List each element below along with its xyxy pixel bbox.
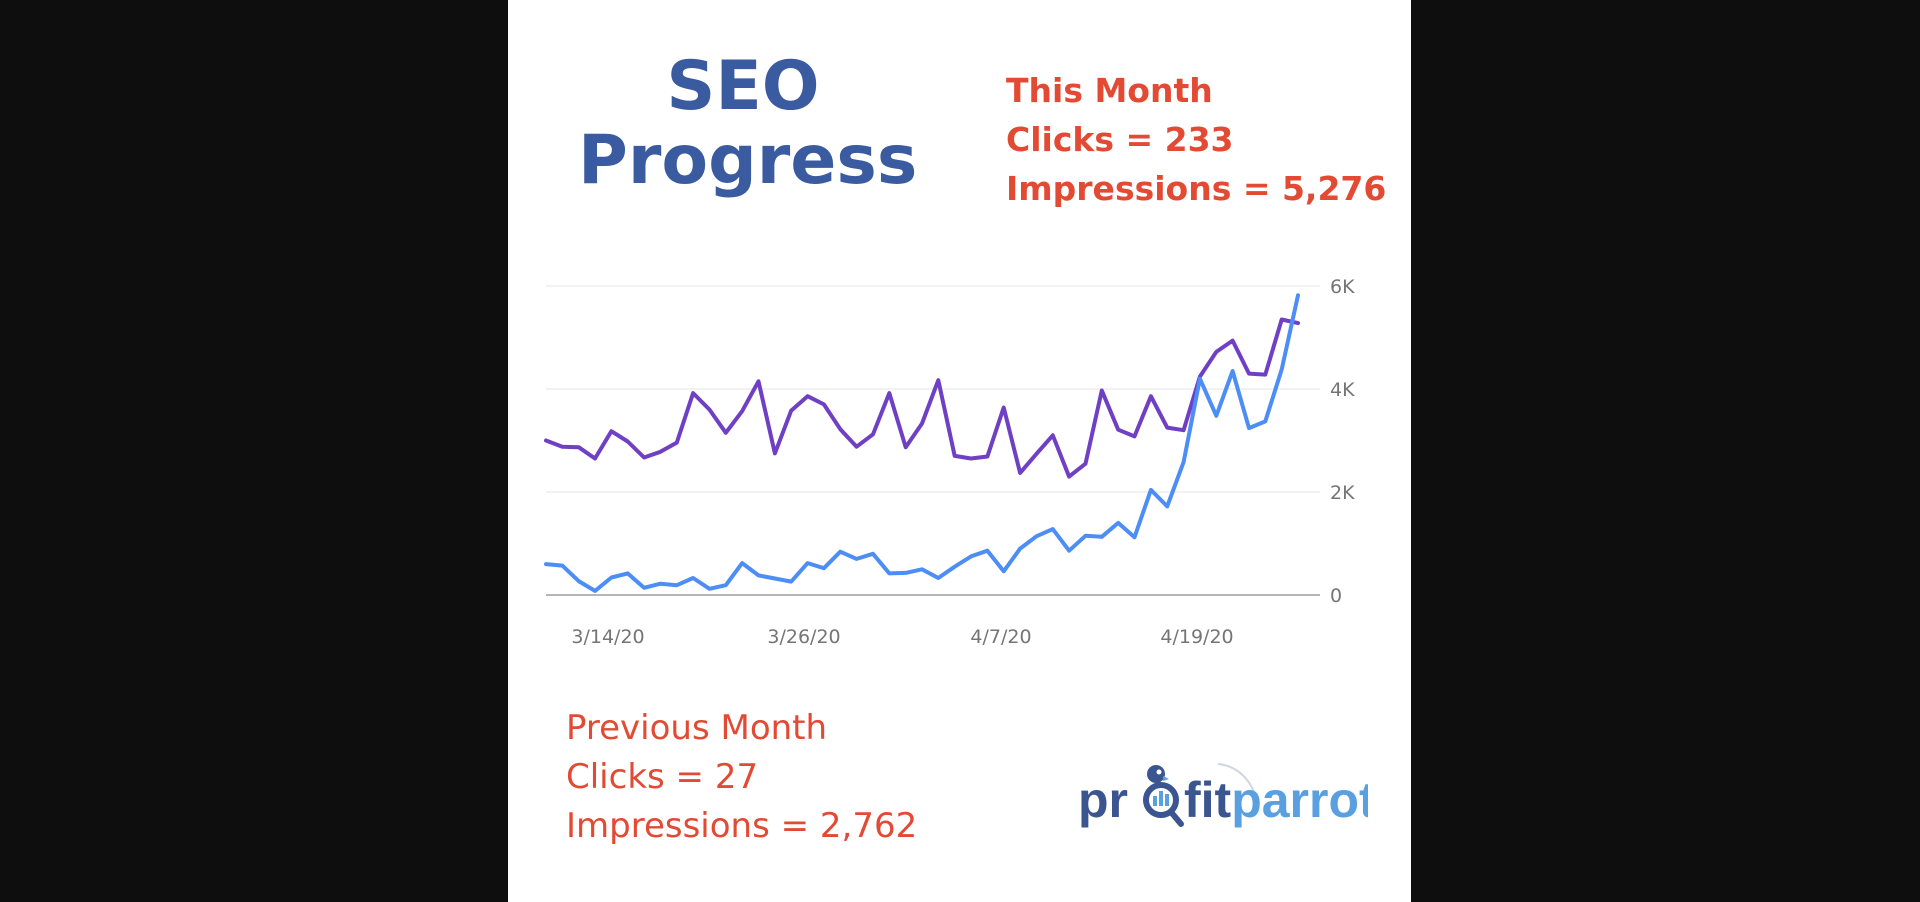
previous-month-heading: Previous Month (566, 708, 828, 748)
previous-month-stats: Previous Month Clicks = 27 Impressions =… (566, 704, 917, 851)
current-month-impressions: Impressions = 5,276 (1006, 169, 1387, 208)
y-tick-label: 2K (1330, 482, 1355, 504)
logo-text-pr: pr (1078, 772, 1128, 828)
title-line-1: SEO (666, 47, 820, 126)
page-title: SEO Progress (578, 47, 918, 200)
profitparrot-logo: pr fitparrot (1078, 763, 1368, 828)
logo-text-fitparrot: fitparrot (1184, 772, 1368, 828)
logo-swoosh (1217, 763, 1257, 805)
current-month-heading: This Month (1006, 71, 1213, 110)
y-tick-label: 4K (1330, 379, 1355, 401)
parrot-magnifier-icon (1143, 765, 1184, 827)
x-tick-label: 3/14/20 (571, 626, 644, 648)
clicks-series-line (544, 293, 1300, 593)
previous-month-impressions: Impressions = 2,762 (566, 806, 918, 846)
card: SEO Progress This Month Clicks = 233 Imp… (508, 0, 1411, 902)
current-month-clicks: Clicks = 233 (1006, 120, 1234, 159)
impressions-series-line (544, 317, 1300, 479)
x-tick-label: 3/26/20 (767, 626, 840, 648)
x-tick-label: 4/7/20 (970, 626, 1031, 648)
y-tick-label: 0 (1330, 585, 1342, 607)
x-tick-label: 4/19/20 (1160, 626, 1233, 648)
current-month-stats: This Month Clicks = 233 Impressions = 5,… (1006, 66, 1386, 213)
y-tick-label: 6K (1330, 276, 1355, 298)
previous-month-clicks: Clicks = 27 (566, 757, 759, 797)
title-line-2: Progress (578, 121, 918, 200)
seo-line-chart: 0 2K 4K 6K 3/14/20 3/26/20 4/7/20 4/19/20 (544, 276, 1355, 648)
